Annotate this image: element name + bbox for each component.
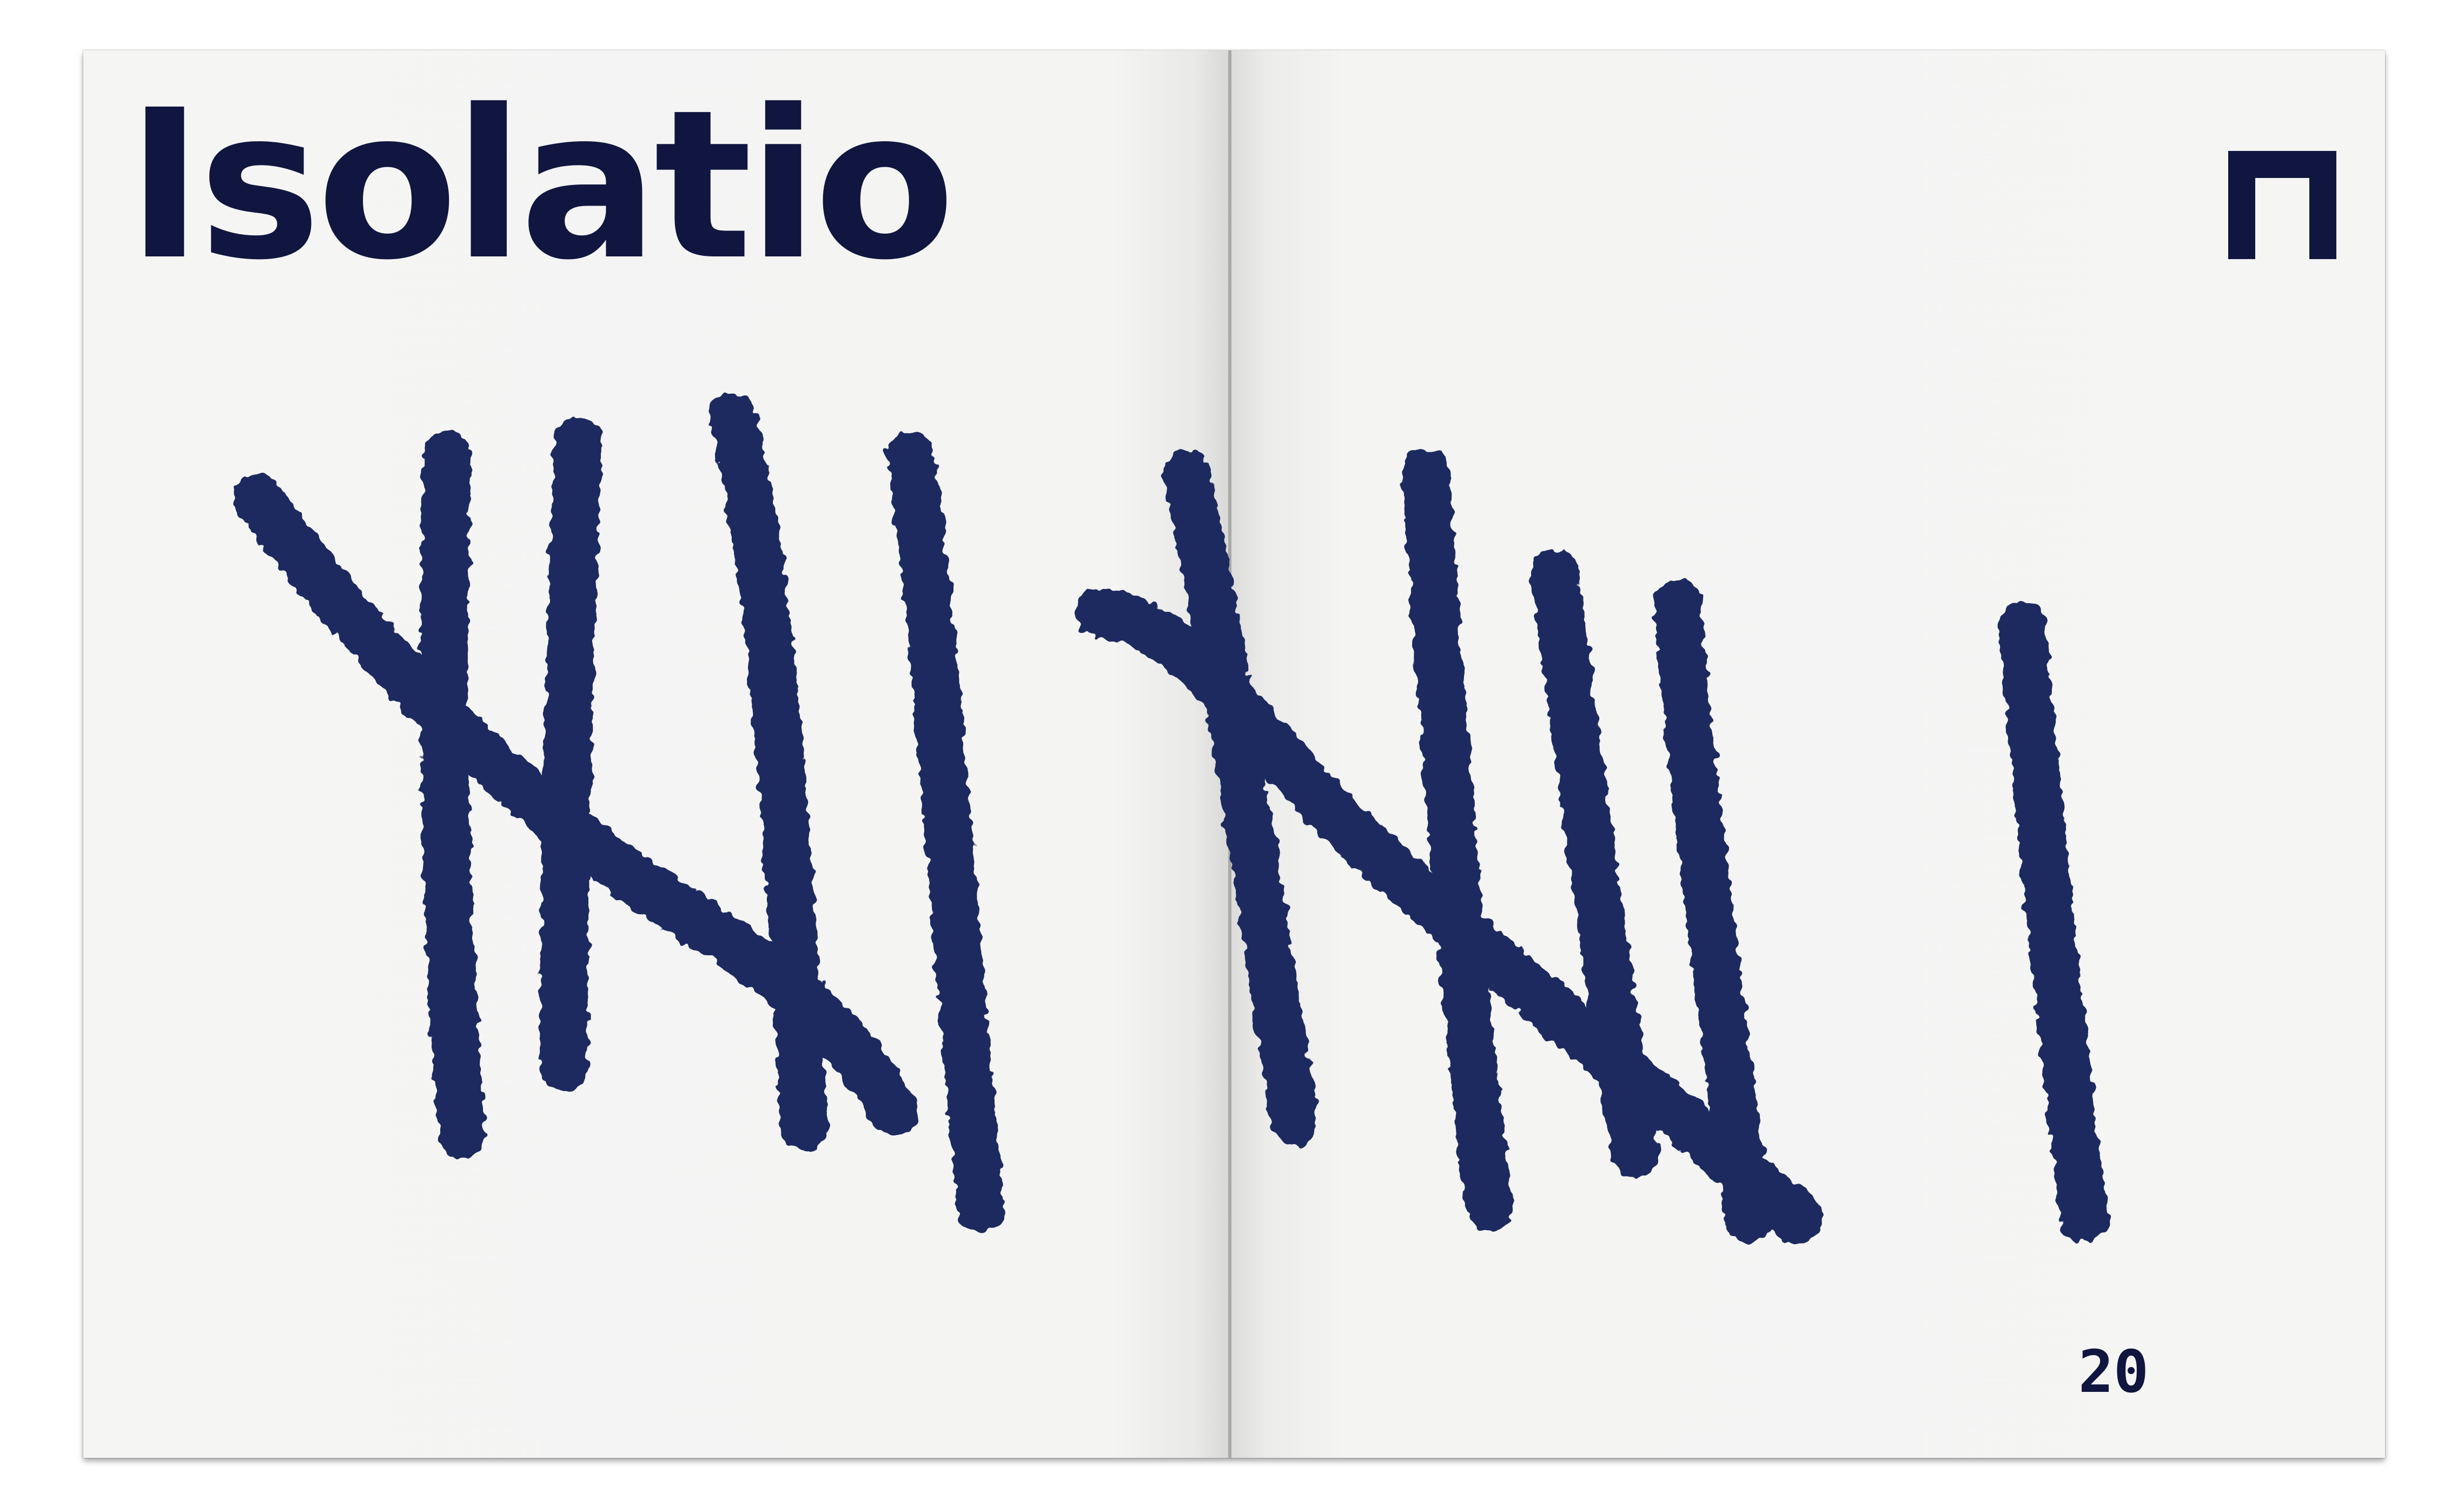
bracket-n-icon: [2228, 151, 2336, 259]
book-spread: Isolatio 20: [83, 50, 2385, 1458]
page-title: Isolatio: [127, 65, 955, 305]
right-page: 20: [1231, 50, 2385, 1458]
left-page: Isolatio: [83, 50, 1228, 1458]
page-number: 20: [2078, 1338, 2149, 1406]
